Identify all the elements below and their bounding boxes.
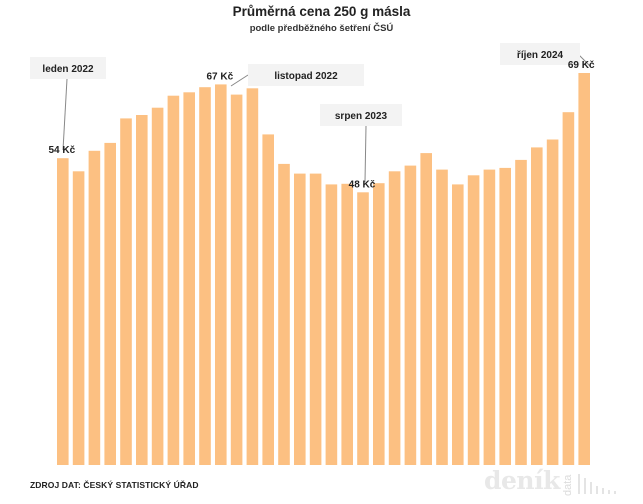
- bar-2022-05: [120, 118, 132, 466]
- callout-leader-2022-01: [62, 78, 68, 151]
- bar-2022-03: [88, 150, 101, 466]
- bar-2024-04: [483, 169, 496, 465]
- bar-2023-09: [373, 183, 385, 465]
- bar-2023-10: [388, 171, 401, 466]
- bar-2022-08: [167, 95, 180, 465]
- bar-2022-04: [104, 142, 116, 465]
- bar-2024-03: [467, 175, 480, 466]
- bar-2023-11: [404, 165, 417, 465]
- bar-2022-06: [136, 115, 148, 465]
- value-label-2023-08: 48 Kč: [349, 179, 376, 190]
- bar-2024-05: [499, 167, 511, 465]
- logo-sub: data: [562, 474, 574, 496]
- chart-subtitle: podle předběžného šetření ČSÚ: [249, 23, 394, 34]
- callout-box-2024-10: [500, 43, 580, 65]
- value-label-2022-01: 54 Kč: [48, 145, 75, 156]
- callout-box-2022-11: [248, 64, 364, 86]
- bar-2023-03: [278, 163, 290, 465]
- bar-2023-06: [325, 184, 338, 465]
- bar-2024-06: [515, 159, 527, 465]
- data-source: ZDROJ DAT: ČESKÝ STATISTICKÝ ÚŘAD: [30, 480, 199, 490]
- bar-2022-10: [199, 87, 211, 465]
- bar-chart: leden 2022 54 Kč listopad 2022 67 Kč srpen 2…: [30, 43, 595, 466]
- chart-title: Průměrná cena 250 g másla: [232, 4, 411, 19]
- bar-2024-01: [436, 169, 448, 465]
- bar-2024-10: [578, 73, 590, 465]
- logo-wordmark: deník: [484, 466, 560, 495]
- bar-2023-08: [357, 192, 369, 466]
- bar-2024-08: [546, 139, 559, 465]
- bar-2022-02: [72, 171, 85, 466]
- callout-leader-2023-08: [364, 125, 367, 183]
- bar-2022-07: [151, 107, 164, 465]
- bar-2024-02: [452, 184, 464, 465]
- bar-2022-09: [183, 92, 195, 466]
- denik-data-logo: deník data: [480, 466, 630, 498]
- bar-2024-07: [531, 147, 543, 465]
- callout-leader-2022-11: [230, 74, 249, 87]
- bar-2023-05: [309, 173, 322, 465]
- bar-2022-01: [57, 158, 69, 465]
- callout-label-2022-01: leden 2022: [42, 64, 94, 75]
- bar-2023-02: [262, 134, 274, 465]
- value-label-2024-10: 69 Kč: [568, 60, 595, 71]
- callout-label-2024-10: říjen 2024: [517, 50, 564, 61]
- bar-2023-12: [420, 153, 432, 465]
- bar-2022-12: [230, 94, 243, 465]
- bar-2023-07: [341, 183, 353, 466]
- value-label-2022-11: 67 Kč: [206, 71, 233, 82]
- callout-box-2023-08: [320, 104, 402, 126]
- logo-bars-icon: [578, 474, 616, 494]
- bar-2023-01: [246, 88, 259, 466]
- callout-box-2022-01: [30, 57, 106, 79]
- bar-2022-11: [215, 84, 227, 466]
- bar-2024-09: [562, 112, 575, 465]
- bar-2023-04: [294, 173, 306, 465]
- callout-label-2023-08: srpen 2023: [335, 111, 388, 122]
- callout-label-2022-11: listopad 2022: [274, 71, 338, 82]
